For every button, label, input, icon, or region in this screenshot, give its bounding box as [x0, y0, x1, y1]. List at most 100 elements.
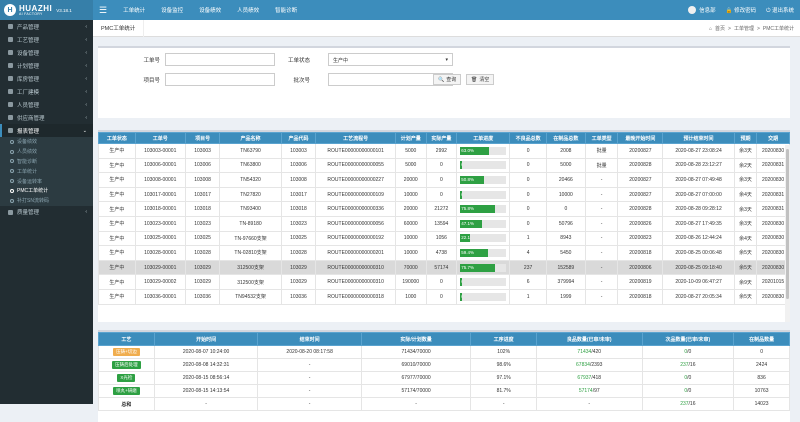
table-cell: - — [584, 245, 619, 261]
table-cell: 103008-00001 — [134, 172, 186, 188]
topnav-item-device-monitor[interactable]: 设备监控 — [161, 8, 184, 14]
table-row[interactable]: 生产中 103028-00001 103028 TN-02810支架 103028 ROU… — [98, 245, 790, 261]
sidebar-subitem-utilization[interactable]: 设备运转率 — [0, 176, 93, 186]
topnav-item-diagnosis[interactable]: 智能诊断 — [275, 8, 298, 14]
table-row[interactable]: 生产中 103017-00001 103017 TN27820 103017 ROUTE0… — [98, 186, 790, 203]
process-badge: 压铸后处理 — [112, 361, 141, 369]
sidebar-subitem-device-perf[interactable]: 设备绩效 — [0, 137, 93, 147]
sidebar-item-device[interactable]: 设备管理 ‹ — [0, 46, 93, 59]
sidebar-item-warehouse[interactable]: 库房管理 ‹ — [0, 72, 93, 85]
column-header[interactable]: 工艺流程号 — [315, 132, 396, 144]
table-row[interactable]: 生产中 103006-00001 103006 TN63800 103006 ROUTE0… — [98, 157, 790, 174]
table-cell: 20200818 — [617, 245, 664, 261]
project-input[interactable] — [165, 73, 275, 86]
table-cell: 14023 — [733, 397, 790, 411]
tab-pmc[interactable]: PMC工单统计 — [93, 19, 145, 37]
column-header[interactable]: 最晚开始时间 — [617, 132, 664, 144]
table-cell: 压铸+切边 — [98, 345, 155, 359]
column-header[interactable]: 交期 — [756, 132, 790, 144]
sidebar-item-supplier[interactable]: 供应商管理 ‹ — [0, 111, 93, 124]
column-header[interactable]: 计划产量 — [394, 132, 427, 144]
sidebar-item-plan[interactable]: 计划管理 ‹ — [0, 59, 93, 72]
table-cell: 2992 — [425, 143, 458, 159]
table-cell: 103023 — [184, 215, 221, 232]
table-row[interactable]: 生产中 103029-00002 103029 312500支架 103029 ROUTE… — [98, 274, 790, 290]
column-header[interactable]: 工单状态 — [98, 132, 136, 144]
topnav-item-staff-perf[interactable]: 人员绩效 — [237, 8, 260, 14]
factory-icon — [8, 89, 13, 94]
table-cell: 余2天 — [733, 157, 758, 174]
table-cell: 2020-08-08 14:32:31 — [153, 358, 259, 372]
table-row[interactable]: 生产中 103003-00001 103003 TN63790 103003 ROUTE0… — [98, 143, 790, 159]
column-header[interactable]: 项目号 — [184, 132, 221, 144]
process-table: 工艺 开始时间 结束时间 实际/计划数量 工序进度 良品数量(已审/未审) 次品数量(已审/… — [98, 332, 790, 411]
status-select[interactable]: 生产中 ▾ — [328, 53, 453, 66]
table-row[interactable]: 生产中 103036-00001 103036 TN94532支架 103036 ROUT… — [98, 288, 790, 305]
table-row[interactable]: 生产中 103018-00001 103018 TN93400 103018 ROUTE0… — [98, 201, 790, 217]
table-cell: 20200826 — [617, 215, 664, 232]
table-cell: TN93400 — [219, 201, 282, 217]
column-header[interactable]: 产品名称 — [219, 132, 282, 144]
table-cell: 总和 — [98, 397, 155, 411]
table-cell: 103028 — [280, 245, 317, 261]
sidebar-item-quality[interactable]: 质量管理 ‹ — [0, 206, 93, 219]
table-cell: TN-02810支架 — [219, 245, 282, 261]
logout-link[interactable]: ⏻ 退出系统 — [766, 7, 794, 14]
column-header[interactable]: 预计结束时间 — [662, 132, 735, 144]
sidebar-item-product[interactable]: 产品管理 ‹ — [0, 20, 93, 33]
table-cell: 批量 — [584, 143, 619, 159]
column-header[interactable]: 产品代码 — [280, 132, 317, 144]
table-cell: ROUTE00000000000227 — [315, 172, 396, 188]
table-cell: 50796 — [545, 215, 586, 232]
column-header[interactable]: 工单号 — [134, 132, 186, 144]
table-cell: 50.8% — [456, 172, 511, 188]
table-scrollbar[interactable] — [785, 145, 790, 322]
sidebar-item-staff[interactable]: 人员管理 ‹ — [0, 98, 93, 111]
table-cell: - — [257, 358, 362, 372]
table-row[interactable]: 生产中 103029-00001 103029 312500支架 103029 ROUTE… — [98, 259, 790, 276]
sidebar-item-process[interactable]: 工艺管理 ‹ — [0, 33, 93, 46]
column-header[interactable]: 在制品总数 — [545, 132, 586, 144]
supplier-icon — [8, 115, 13, 120]
table-row[interactable]: 生产中 103025-00001 103025 TN-97660支架 103025 ROU… — [98, 230, 790, 247]
menu-toggle-icon[interactable]: ☰ — [99, 4, 108, 15]
table-cell: 237/16 — [641, 358, 735, 372]
column-header[interactable]: 工单进度 — [456, 132, 511, 144]
query-button[interactable]: 🔍 查询 — [433, 74, 462, 85]
quality-icon — [8, 209, 13, 215]
column-header[interactable]: 工单类型 — [584, 132, 619, 144]
sidebar-subitem-pmc[interactable]: PMC工单统计 — [0, 186, 93, 196]
table-row[interactable]: 生产中 103023-00001 103023 TN-89180 103023 ROUTE… — [98, 215, 790, 232]
table-cell: 生产中 — [98, 259, 136, 276]
progress-bar: 59.4% — [460, 248, 507, 257]
table-cell: 2020-08-25 09:18:40 — [662, 259, 735, 276]
column-header[interactable]: 实际产量 — [425, 132, 458, 144]
table-cell: TN94532支架 — [219, 288, 282, 305]
user-menu[interactable]: 信息部 — [688, 6, 716, 15]
breadcrumb-mid[interactable]: 工单管理 — [733, 26, 754, 32]
table-cell: 2020-08-27 07:00:00 — [662, 186, 735, 203]
sidebar-subitem-reprint[interactable]: 补打SN流转码 — [0, 196, 93, 206]
table-cell: 2020-08-27 20:05:34 — [662, 288, 735, 305]
breadcrumb-home[interactable]: 首页 — [715, 26, 726, 32]
sidebar-item-factory[interactable]: 工厂建模 ‹ — [0, 85, 93, 98]
top-bar: H HUAZHI AI FACTORY V3.18.1 ☰ 工单统计 设备监控 … — [0, 0, 800, 20]
table-cell: 0.0% — [456, 157, 511, 174]
column-header[interactable]: 预期 — [733, 132, 758, 144]
clear-button[interactable]: 🗑 清空 — [466, 74, 495, 85]
change-password-link[interactable]: 🔒 修改密码 — [725, 8, 757, 14]
sidebar-subitem-diagnosis[interactable]: 智能诊断 — [0, 157, 93, 167]
workorder-input[interactable] — [165, 53, 275, 66]
topnav-item-workorder[interactable]: 工单统计 — [123, 8, 146, 14]
sidebar-subitem-workorder[interactable]: 工单统计 — [0, 166, 93, 176]
topnav-item-device-perf[interactable]: 设备绩效 — [199, 8, 222, 14]
process-icon — [8, 37, 13, 42]
table-cell: 4738 — [425, 245, 458, 261]
sidebar-submenu: 设备绩效 人员绩效 智能诊断 工单统计 设备运转率 PMC工单统计 补打SN流转… — [0, 137, 93, 206]
sidebar-subitem-staff-perf[interactable]: 人员绩效 — [0, 147, 93, 157]
table-row: 压铸+切边 2020-08-07 10:24:00 2020-08-20 08:17… — [98, 345, 790, 359]
column-header[interactable]: 不良品总数 — [509, 132, 547, 144]
table-row[interactable]: 生产中 103008-00001 103008 TN54320 103008 ROUTE0… — [98, 172, 790, 188]
sidebar-item-report[interactable]: 报表管理 ⌄ — [0, 124, 93, 137]
table-cell: 2020-08-27 23:08:24 — [662, 143, 735, 159]
